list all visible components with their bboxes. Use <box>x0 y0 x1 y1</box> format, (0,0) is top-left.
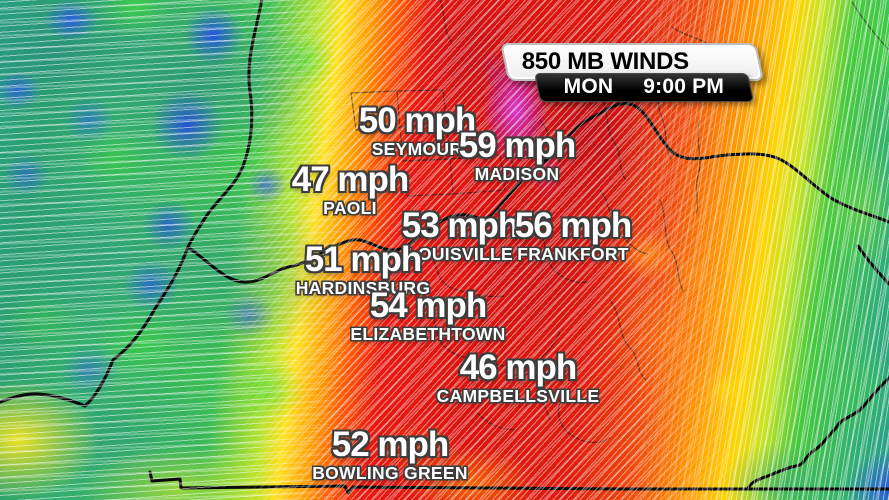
station-city-label: FRANKFORT <box>517 244 629 264</box>
station-campbellsville: 46 mph CAMPBELLSVILLE <box>436 348 600 406</box>
wind-speed-value: 51 mph <box>304 240 423 279</box>
station-city-label: LOUISVILLE <box>406 244 514 264</box>
banner-time-box: MON 9:00 PM <box>534 73 755 102</box>
station-paoli: 47 mph PAOLI <box>291 160 410 218</box>
banner-day: MON <box>563 75 614 98</box>
station-seymour: 50 mph SEYMOUR <box>358 101 477 159</box>
wind-speed-value: 47 mph <box>291 160 410 199</box>
station-city-label: HARDINSBURG <box>295 278 431 298</box>
station-frankfort: 56 mph FRANKFORT <box>514 206 633 264</box>
station-city-label: CAMPBELLSVILLE <box>436 386 600 406</box>
wind-speed-value: 59 mph <box>458 126 577 165</box>
banner-product-title: 850 MB WINDS <box>521 48 689 75</box>
station-bowling-green: 52 mph BOWLING GREEN <box>312 425 468 483</box>
station-hardinsburg: 51 mph HARDINSBURG <box>295 240 431 298</box>
station-city-label: MADISON <box>474 164 560 184</box>
station-city-label: BOWLING GREEN <box>312 463 468 483</box>
station-city-label: PAOLI <box>323 198 377 218</box>
wind-speed-value: 52 mph <box>331 425 450 464</box>
station-madison: 59 mph MADISON <box>458 126 577 184</box>
station-elizabethtown: 54 mph ELIZABETHTOWN <box>350 286 506 344</box>
wind-speed-value: 54 mph <box>369 286 488 325</box>
banner-time: 9:00 PM <box>643 75 725 98</box>
station-city-label: SEYMOUR <box>371 139 463 159</box>
wind-speed-value: 50 mph <box>358 101 477 140</box>
wind-speed-value: 53 mph <box>401 206 520 245</box>
station-city-label: ELIZABETHTOWN <box>350 324 506 344</box>
wind-speed-value: 56 mph <box>514 206 633 245</box>
wind-speed-value: 46 mph <box>459 348 578 387</box>
station-louisville: 53 mph LOUISVILLE <box>401 206 520 264</box>
